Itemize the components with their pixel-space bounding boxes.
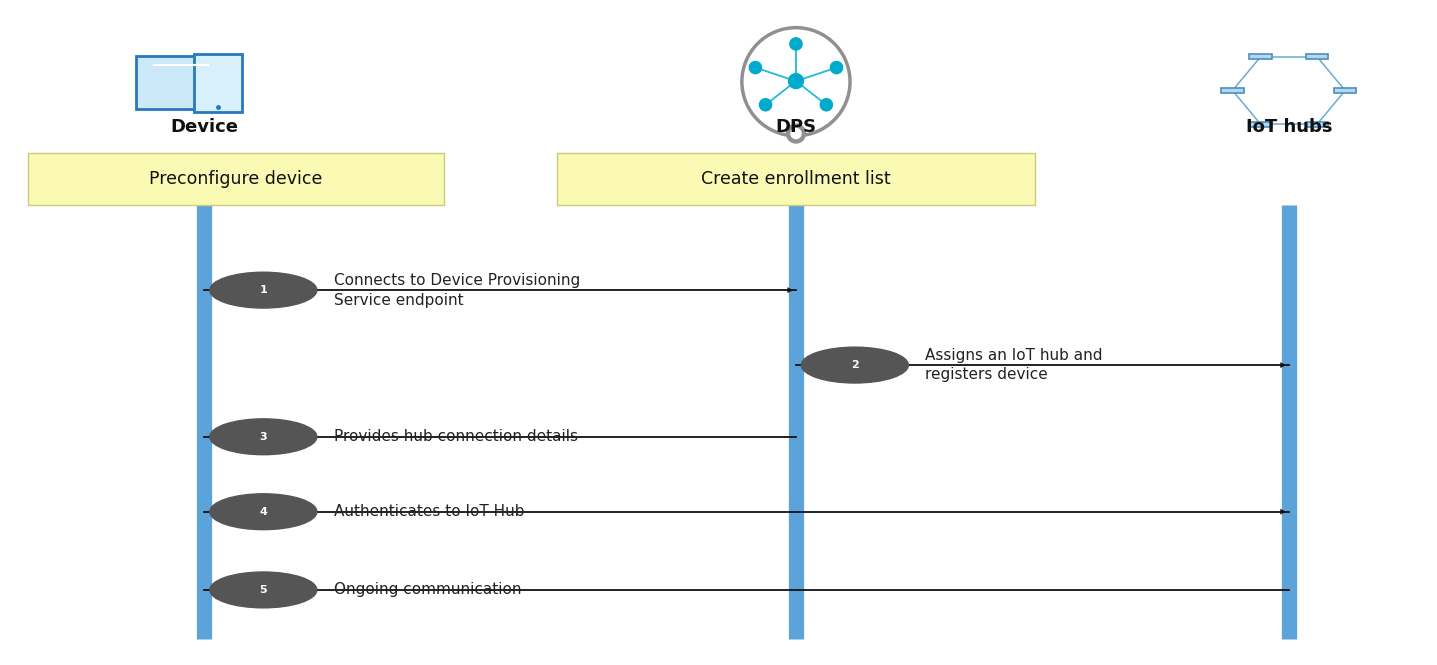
FancyBboxPatch shape bbox=[1306, 54, 1328, 59]
FancyBboxPatch shape bbox=[194, 55, 243, 112]
Text: Connects to Device Provisioning
Service endpoint: Connects to Device Provisioning Service … bbox=[333, 273, 581, 307]
Text: 5: 5 bbox=[260, 585, 267, 595]
Text: 4: 4 bbox=[260, 507, 267, 517]
Text: Ongoing communication: Ongoing communication bbox=[333, 583, 522, 597]
Text: Preconfigure device: Preconfigure device bbox=[149, 170, 323, 188]
FancyBboxPatch shape bbox=[1334, 88, 1357, 93]
Ellipse shape bbox=[790, 38, 802, 50]
Ellipse shape bbox=[759, 98, 772, 111]
Ellipse shape bbox=[749, 61, 762, 74]
Ellipse shape bbox=[790, 128, 800, 138]
Ellipse shape bbox=[210, 272, 318, 308]
Text: Create enrollment list: Create enrollment list bbox=[701, 170, 891, 188]
FancyBboxPatch shape bbox=[556, 153, 1035, 205]
Text: DPS: DPS bbox=[776, 118, 816, 136]
FancyBboxPatch shape bbox=[1249, 54, 1272, 59]
Text: Assigns an IoT hub and
registers device: Assigns an IoT hub and registers device bbox=[925, 348, 1102, 382]
Ellipse shape bbox=[802, 347, 908, 383]
Ellipse shape bbox=[821, 98, 832, 111]
Ellipse shape bbox=[789, 74, 803, 88]
FancyBboxPatch shape bbox=[137, 56, 218, 109]
Text: IoT hubs: IoT hubs bbox=[1246, 118, 1332, 136]
Ellipse shape bbox=[210, 494, 318, 529]
Text: 3: 3 bbox=[260, 432, 267, 442]
FancyBboxPatch shape bbox=[1249, 122, 1272, 127]
FancyBboxPatch shape bbox=[29, 153, 444, 205]
Text: Provides hub connection details: Provides hub connection details bbox=[333, 430, 578, 444]
Text: 1: 1 bbox=[260, 285, 267, 295]
Ellipse shape bbox=[786, 124, 805, 143]
FancyBboxPatch shape bbox=[1306, 122, 1328, 127]
Text: Device: Device bbox=[171, 118, 239, 136]
FancyBboxPatch shape bbox=[1221, 88, 1244, 93]
Ellipse shape bbox=[831, 61, 842, 74]
Text: Authenticates to IoT Hub: Authenticates to IoT Hub bbox=[333, 504, 525, 519]
Ellipse shape bbox=[210, 572, 318, 608]
Text: 2: 2 bbox=[851, 360, 859, 370]
Ellipse shape bbox=[210, 419, 318, 455]
